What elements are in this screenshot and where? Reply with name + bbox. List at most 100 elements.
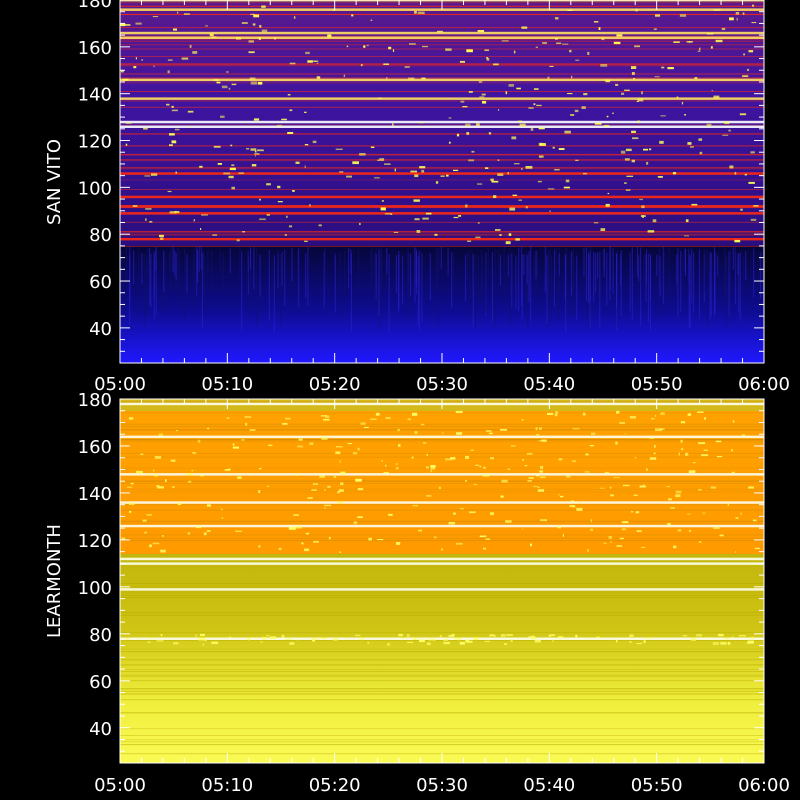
x-tick-label: 05:40 [523, 775, 575, 796]
burst-dash [367, 641, 370, 644]
strong-line [120, 31, 764, 35]
burst-dash [157, 486, 164, 489]
burst-dash [296, 474, 299, 476]
noise-streak [417, 255, 419, 326]
interference-line [120, 504, 764, 506]
strong-line [120, 205, 764, 208]
burst-dash [203, 532, 207, 536]
burst-dash [685, 452, 689, 456]
noise-streak [662, 247, 664, 305]
burst-dash [247, 637, 251, 641]
burst-dash [346, 45, 349, 48]
burst-dash [684, 235, 689, 237]
noise-streak [523, 254, 525, 275]
burst-dash [636, 643, 643, 645]
noise-streak [609, 246, 611, 300]
noise-streak [676, 254, 678, 285]
burst-dash [337, 491, 341, 494]
burst-dash [516, 87, 521, 90]
burst-dash [212, 234, 218, 236]
burst-dash [637, 98, 644, 102]
burst-dash [652, 219, 657, 223]
burst-dash [562, 43, 569, 45]
interference-line [120, 91, 764, 92]
noise-streak [395, 255, 397, 293]
burst-dash [160, 237, 164, 240]
burst-dash [673, 545, 677, 549]
noise-streak [453, 250, 455, 294]
burst-dash [633, 78, 636, 80]
burst-dash [286, 215, 288, 218]
burst-dash [676, 96, 679, 98]
burst-dash [601, 37, 605, 41]
burst-dash [736, 17, 738, 21]
burst-dash [706, 33, 714, 35]
noise-streak [410, 253, 411, 296]
burst-dash [333, 476, 337, 478]
burst-dash [184, 13, 190, 15]
burst-dash [339, 551, 342, 553]
burst-dash [381, 200, 384, 202]
burst-dash [639, 198, 643, 201]
burst-dash [729, 165, 734, 169]
burst-dash [636, 530, 642, 532]
burst-dash [538, 440, 541, 442]
burst-dash [177, 11, 179, 14]
noise-streak [589, 254, 591, 328]
burst-dash [122, 78, 129, 81]
noise-streak [599, 251, 601, 328]
burst-dash [655, 428, 662, 432]
burst-dash [637, 120, 640, 124]
burst-dash [284, 234, 287, 236]
burst-dash [583, 173, 587, 175]
noise-streak [334, 254, 336, 313]
burst-dash [307, 60, 313, 63]
noise-streak [381, 249, 383, 287]
burst-dash [535, 434, 540, 436]
burst-dash [375, 412, 380, 416]
burst-dash [127, 486, 133, 488]
interference-line [120, 590, 764, 592]
burst-dash [221, 85, 228, 89]
burst-dash [466, 640, 473, 643]
y-tick-label: 140 [78, 85, 112, 106]
burst-dash [508, 84, 514, 87]
noise-streak [447, 248, 449, 276]
noise-streak [565, 254, 567, 333]
interference-line [120, 77, 764, 79]
burst-dash [132, 205, 138, 207]
burst-dash [227, 468, 231, 470]
burst-dash [646, 637, 652, 639]
burst-dash [465, 456, 469, 459]
burst-dash [152, 16, 159, 18]
burst-dash [276, 124, 283, 127]
burst-dash [522, 528, 524, 530]
burst-dash [489, 432, 493, 435]
noise-streak [588, 252, 589, 303]
burst-dash [267, 485, 269, 488]
burst-dash [629, 634, 634, 637]
burst-dash [460, 508, 464, 510]
burst-dash [727, 642, 731, 645]
burst-dash [535, 475, 539, 477]
burst-dash [411, 412, 418, 416]
burst-dash [421, 77, 426, 80]
noise-streak [375, 253, 377, 299]
burst-dash [729, 17, 734, 21]
burst-dash [537, 180, 542, 183]
burst-dash [422, 217, 429, 220]
noise-streak [583, 247, 585, 277]
burst-dash [226, 417, 230, 419]
noise-streak [640, 247, 642, 326]
noise-streak [298, 247, 300, 308]
burst-dash [230, 144, 233, 147]
burst-dash [482, 100, 487, 104]
san-vito-x-axis: 05:00 05:10 05:20 05:30 05:40 05:50 06:00 [94, 0, 790, 395]
burst-dash [304, 144, 309, 146]
interference-line [120, 133, 764, 135]
burst-dash [552, 639, 554, 642]
noise-streak [521, 246, 523, 306]
noise-streak [407, 252, 409, 317]
noise-streak [636, 246, 638, 277]
interference-line [120, 632, 764, 634]
